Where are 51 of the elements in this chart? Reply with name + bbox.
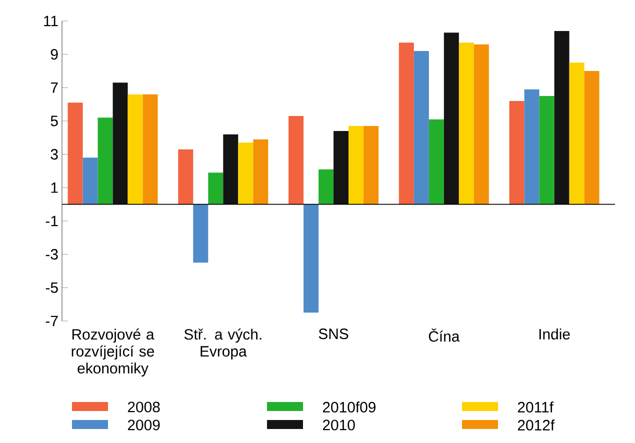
- bar: [364, 126, 379, 204]
- y-tick-label: -1: [46, 216, 58, 226]
- bar: [458, 42, 474, 204]
- bar: [82, 158, 98, 204]
- bar: [112, 82, 128, 204]
- bar: [584, 70, 600, 204]
- legend-label: 2008: [128, 402, 160, 412]
- legend-label: 2011f: [518, 402, 554, 412]
- bar: [398, 42, 414, 204]
- legend-label: 2010: [322, 420, 355, 430]
- y-tick-label: 11: [44, 16, 58, 26]
- y-tick-label: 9: [50, 49, 58, 60]
- bar: [253, 139, 268, 204]
- x-tick-label: Čína: [428, 328, 460, 342]
- bar: [193, 204, 208, 263]
- legend-label: 2012f: [518, 420, 555, 430]
- bar: [68, 102, 83, 204]
- bar: [444, 32, 459, 204]
- bar: [318, 169, 334, 204]
- bar: [288, 116, 304, 204]
- bar: [98, 118, 113, 204]
- bar: [414, 50, 429, 204]
- y-tick-label: 1: [51, 182, 58, 193]
- bar: [474, 44, 489, 204]
- x-tick-label: Rozvojové a rozvíjející se ekonomiky: [72, 328, 154, 376]
- bar: [509, 100, 524, 204]
- bar: [348, 126, 364, 204]
- bar: [569, 62, 584, 204]
- y-tick-label: 5: [50, 116, 58, 126]
- legend-label: 2009: [128, 420, 160, 430]
- bar: [178, 149, 194, 204]
- bar: [142, 94, 158, 204]
- y-tick-label: -5: [46, 282, 58, 293]
- bar: [524, 89, 540, 204]
- bar: [539, 96, 554, 204]
- x-tick-label: SNS: [318, 328, 348, 340]
- bar: [428, 119, 444, 204]
- y-tick-label: -3: [46, 249, 58, 260]
- bar: [304, 204, 319, 313]
- y-tick-label: 7: [50, 82, 58, 93]
- legend-label: 2010f09: [322, 402, 376, 412]
- bar: [208, 172, 224, 204]
- bar: [128, 94, 143, 204]
- x-tick-label: Indie: [539, 328, 570, 340]
- bar: [238, 142, 254, 204]
- x-tick-label: Stř. a vých. Evropa: [184, 328, 262, 360]
- y-tick-label: -7: [46, 316, 58, 326]
- bar: [554, 30, 570, 204]
- y-tick-label: 3: [50, 149, 58, 160]
- bar: [223, 134, 238, 204]
- bar: [334, 130, 349, 204]
